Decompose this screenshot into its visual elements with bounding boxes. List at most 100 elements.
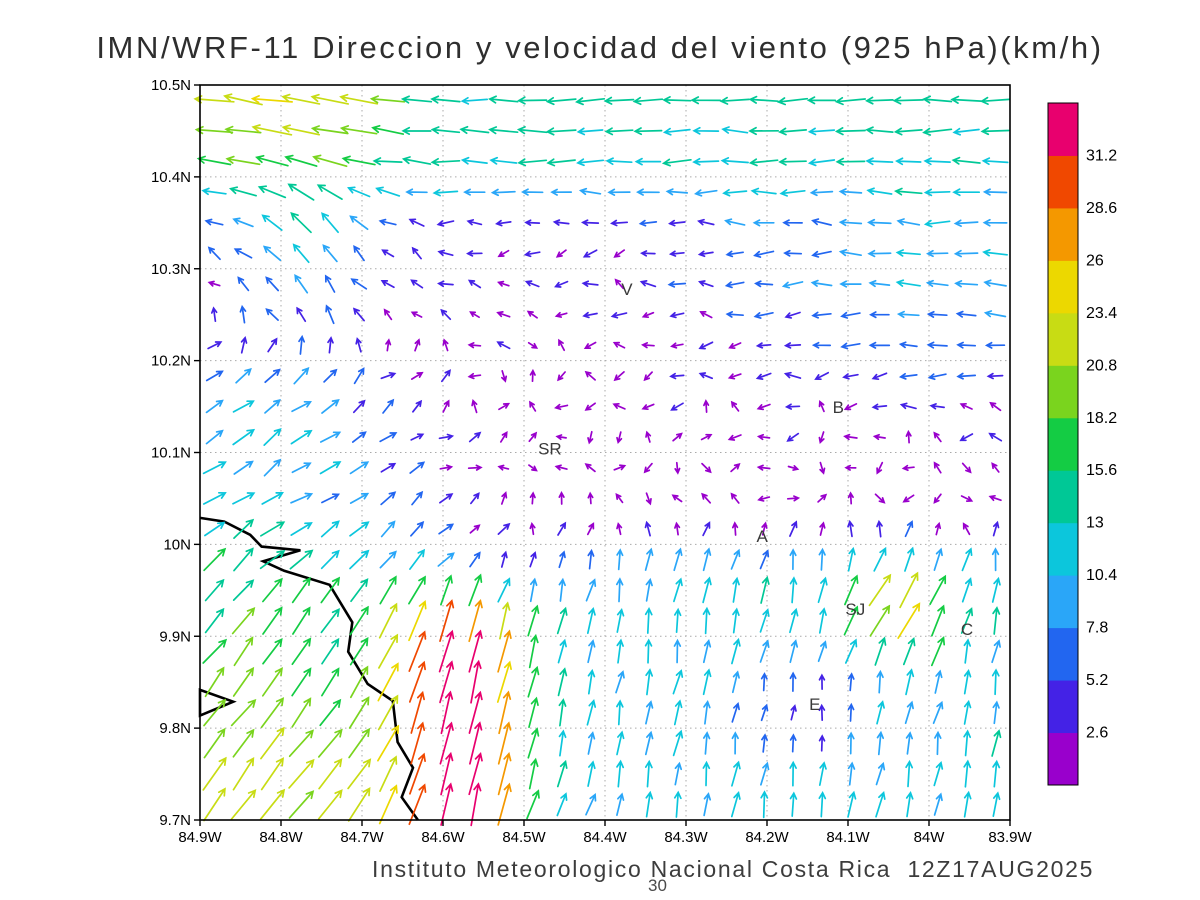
wind-arrow bbox=[350, 278, 368, 290]
wind-arrow bbox=[616, 792, 625, 817]
wind-arrow bbox=[319, 461, 342, 475]
wind-arrow bbox=[668, 250, 685, 257]
x-tick-label: 84.2W bbox=[745, 829, 789, 846]
wind-arrow bbox=[847, 761, 856, 786]
wind-arrow bbox=[991, 462, 1000, 473]
x-tick-label: 84.7W bbox=[340, 829, 384, 846]
wind-arrow bbox=[818, 734, 826, 752]
wind-arrow bbox=[902, 494, 915, 503]
wind-arrow bbox=[319, 698, 342, 727]
wind-arrow bbox=[616, 638, 624, 664]
colorbar-label: 13 bbox=[1086, 515, 1104, 532]
colorbar-label: 5.2 bbox=[1086, 672, 1108, 689]
wind-arrow bbox=[576, 158, 605, 167]
wind-arrow bbox=[408, 783, 427, 826]
wind-arrow bbox=[818, 607, 827, 634]
wind-arrow bbox=[317, 728, 343, 758]
wind-arrow bbox=[232, 728, 255, 758]
wind-arrow bbox=[469, 551, 481, 568]
wind-arrow bbox=[232, 492, 256, 505]
wind-arrow bbox=[670, 402, 684, 411]
wind-arrow bbox=[440, 751, 454, 796]
wind-arrow bbox=[524, 280, 540, 288]
wind-arrow bbox=[339, 125, 378, 135]
wind-arrow bbox=[875, 791, 886, 818]
wind-arrow bbox=[756, 433, 771, 441]
wind-arrow bbox=[926, 310, 948, 318]
wind-arrow bbox=[761, 733, 768, 753]
wind-arrow bbox=[204, 218, 224, 226]
wind-arrow bbox=[645, 790, 654, 818]
wind-arrow bbox=[587, 548, 595, 570]
wind-arrow bbox=[720, 157, 749, 166]
wind-arrow bbox=[470, 492, 480, 505]
wind-arrow bbox=[639, 250, 656, 257]
wind-arrow bbox=[838, 248, 862, 257]
colorbar-label: 7.8 bbox=[1086, 620, 1108, 637]
wind-arrow bbox=[809, 188, 834, 197]
wind-arrow bbox=[730, 548, 741, 570]
wind-arrow bbox=[210, 306, 218, 323]
wind-arrow bbox=[261, 492, 284, 505]
wind-arrow bbox=[225, 155, 261, 166]
wind-arrow bbox=[613, 464, 627, 471]
wind-arrow bbox=[673, 547, 683, 572]
wind-arrow bbox=[632, 96, 664, 106]
wind-arrow bbox=[702, 668, 712, 696]
wind-arrow bbox=[702, 606, 711, 635]
wind-arrow bbox=[557, 371, 566, 382]
wind-arrow bbox=[610, 312, 628, 319]
wind-arrow bbox=[265, 308, 279, 321]
wind-arrow bbox=[440, 782, 454, 826]
wind-arrow bbox=[875, 761, 886, 786]
wind-arrow bbox=[558, 338, 566, 352]
wind-arrow bbox=[674, 461, 681, 475]
wind-arrow bbox=[672, 669, 684, 695]
wind-arrow bbox=[240, 336, 248, 354]
y-tick-label: 10.4N bbox=[151, 169, 191, 186]
wind-arrow bbox=[545, 127, 577, 136]
wind-arrow bbox=[641, 403, 655, 411]
wind-arrow bbox=[552, 219, 570, 226]
wind-arrow bbox=[933, 792, 943, 816]
wind-arrow bbox=[639, 280, 657, 288]
wind-arrow bbox=[379, 550, 397, 569]
wind-arrow bbox=[847, 672, 855, 692]
wind-arrow bbox=[644, 730, 654, 756]
wind-arrow bbox=[988, 494, 1002, 502]
x-tick-label: 84.1W bbox=[826, 829, 870, 846]
wind-arrow bbox=[692, 157, 720, 166]
wind-arrow bbox=[731, 521, 739, 536]
station-label: E bbox=[809, 695, 820, 714]
wind-arrow bbox=[441, 369, 451, 383]
wind-arrow bbox=[962, 522, 971, 536]
wind-arrow bbox=[923, 219, 951, 228]
y-tick-label: 10.5N bbox=[151, 77, 191, 94]
wind-arrow bbox=[991, 668, 1000, 696]
wind-arrow bbox=[261, 214, 283, 231]
wind-arrow bbox=[865, 157, 894, 166]
wind-arrow bbox=[934, 521, 942, 536]
colorbar-segment bbox=[1048, 155, 1078, 209]
wind-arrow bbox=[781, 281, 804, 289]
colorbar bbox=[1047, 102, 1079, 786]
wind-arrow bbox=[703, 399, 710, 413]
wind-arrow bbox=[760, 703, 769, 722]
wind-arrow bbox=[233, 547, 254, 572]
wind-arrow bbox=[776, 97, 809, 106]
wind-arrow bbox=[731, 701, 740, 723]
wind-arrow bbox=[613, 371, 625, 382]
wind-arrow bbox=[467, 464, 483, 471]
wind-arrow bbox=[902, 637, 916, 666]
wind-arrow bbox=[585, 578, 597, 602]
wind-arrow bbox=[604, 127, 634, 136]
wind-arrow bbox=[979, 96, 1011, 105]
wind-arrow bbox=[410, 690, 425, 734]
colorbar-segment bbox=[1048, 103, 1078, 156]
wind-arrow bbox=[847, 519, 854, 538]
wind-arrow bbox=[992, 700, 1000, 725]
wind-arrow bbox=[818, 400, 825, 413]
wind-arrow bbox=[259, 788, 286, 821]
wind-arrow bbox=[923, 188, 951, 197]
wind-arrow bbox=[347, 758, 372, 790]
